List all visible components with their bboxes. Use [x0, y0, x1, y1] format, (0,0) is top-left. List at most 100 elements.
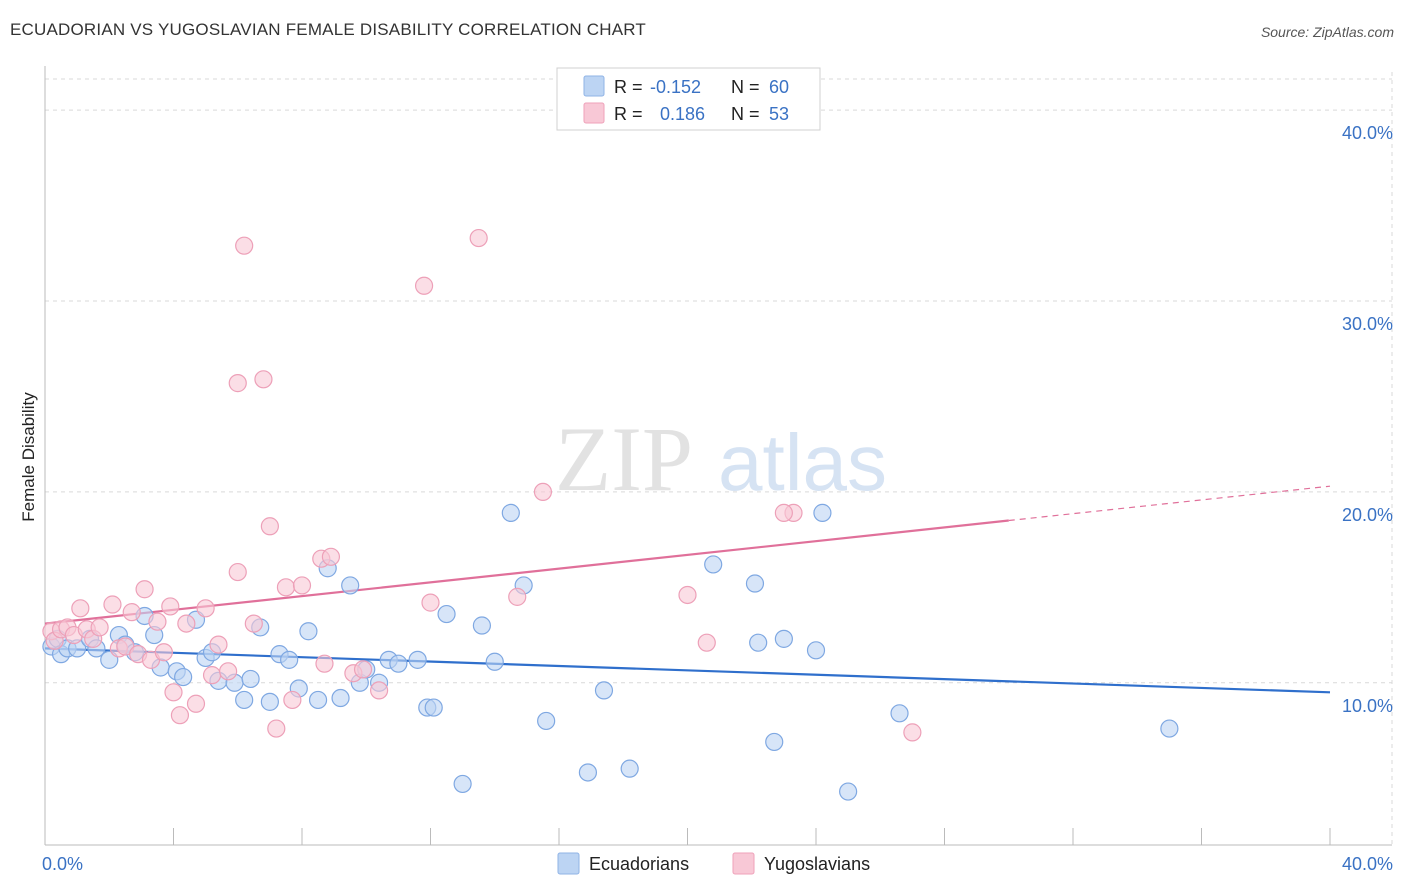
- chart-title: ECUADORIAN VS YUGOSLAVIAN FEMALE DISABIL…: [10, 20, 646, 39]
- legend-r-label: R =: [614, 77, 643, 97]
- legend-r-label: R =: [614, 104, 643, 124]
- legend-swatch-ecuadorians: [583, 75, 605, 97]
- y-tick-labels: 10.0% 20.0% 30.0% 40.0%: [1342, 123, 1393, 716]
- axes: [44, 66, 1392, 846]
- point-yugoslavians: [90, 618, 109, 637]
- point-ecuadorians: [408, 650, 427, 669]
- y-tick-label: 30.0%: [1342, 314, 1393, 334]
- point-ecuadorians: [453, 774, 472, 794]
- point-yugoslavians: [421, 593, 440, 612]
- point-ecuadorians: [578, 763, 598, 782]
- point-yugoslavians: [903, 723, 922, 742]
- point-yugoslavians: [697, 633, 716, 652]
- point-yugoslavians: [186, 694, 206, 713]
- point-yugoslavians: [774, 503, 793, 522]
- point-yugoslavians: [219, 662, 238, 681]
- point-ecuadorians: [241, 669, 260, 689]
- point-ecuadorians: [774, 629, 793, 648]
- point-ecuadorians: [537, 711, 556, 731]
- point-yugoslavians: [533, 482, 553, 502]
- data-points: [42, 228, 1179, 801]
- point-yugoslavians: [122, 603, 141, 622]
- point-yugoslavians: [353, 660, 373, 679]
- point-yugoslavians: [292, 576, 312, 595]
- legend-n-value-yugoslavians: 53: [769, 104, 789, 124]
- y-axis-title: Female Disability: [19, 392, 38, 522]
- y-tick-label: 20.0%: [1342, 505, 1393, 525]
- point-yugoslavians: [283, 690, 302, 710]
- point-yugoslavians: [235, 236, 254, 255]
- legend-r-value-ecuadorians: -0.152: [650, 77, 701, 97]
- point-ecuadorians: [389, 654, 408, 673]
- legend-n-label: N =: [731, 104, 760, 124]
- point-yugoslavians: [170, 706, 190, 725]
- point-yugoslavians: [244, 614, 263, 633]
- point-ecuadorians: [765, 732, 784, 752]
- point-ecuadorians: [501, 503, 520, 522]
- point-ecuadorians: [806, 641, 826, 660]
- point-ecuadorians: [704, 555, 723, 574]
- point-ecuadorians: [280, 650, 299, 669]
- point-yugoslavians: [148, 612, 167, 631]
- point-yugoslavians: [370, 681, 389, 700]
- trend-line-ecuadorians: [44, 647, 1331, 694]
- point-yugoslavians: [228, 562, 247, 582]
- trend-line-yugoslavians: [44, 519, 1009, 625]
- series-legend-swatch-ecuadorians: [557, 852, 580, 875]
- point-ecuadorians: [594, 681, 614, 700]
- point-yugoslavians: [508, 587, 527, 606]
- point-yugoslavians: [135, 580, 154, 599]
- point-yugoslavians: [469, 228, 488, 248]
- watermark: ZIP atlas: [555, 408, 887, 510]
- point-yugoslavians: [260, 517, 279, 536]
- point-yugoslavians: [209, 635, 228, 654]
- point-yugoslavians: [196, 599, 215, 618]
- gridlines: [45, 72, 1393, 845]
- point-ecuadorians: [1160, 719, 1179, 738]
- point-yugoslavians: [254, 370, 273, 389]
- point-ecuadorians: [424, 698, 443, 717]
- point-ecuadorians: [174, 667, 193, 687]
- source-credit: Source: ZipAtlas.com: [1260, 24, 1394, 40]
- point-yugoslavians: [154, 643, 173, 662]
- point-yugoslavians: [678, 585, 697, 605]
- point-ecuadorians: [260, 692, 279, 711]
- y-tick-label: 40.0%: [1342, 123, 1393, 143]
- point-ecuadorians: [839, 782, 858, 801]
- point-ecuadorians: [745, 574, 765, 593]
- x-tick-label-max: 40.0%: [1342, 854, 1393, 874]
- point-ecuadorians: [813, 503, 832, 522]
- x-tick-label-min: 0.0%: [42, 854, 83, 874]
- point-yugoslavians: [267, 719, 286, 738]
- x-tick-labels: 0.0% 40.0%: [42, 854, 1393, 874]
- y-tick-label: 10.0%: [1342, 696, 1393, 716]
- legend-n-label: N =: [731, 77, 760, 97]
- point-ecuadorians: [299, 622, 318, 641]
- point-yugoslavians: [414, 276, 434, 295]
- point-yugoslavians: [321, 547, 341, 566]
- point-yugoslavians: [202, 666, 222, 685]
- point-ecuadorians: [485, 652, 504, 671]
- watermark-atlas: atlas: [718, 418, 887, 507]
- point-ecuadorians: [749, 633, 768, 652]
- series-legend-swatch-yugoslavians: [732, 852, 755, 875]
- point-ecuadorians: [620, 759, 639, 778]
- point-yugoslavians: [161, 597, 180, 616]
- point-ecuadorians: [308, 690, 328, 710]
- series-legend: Ecuadorians Yugoslavians: [557, 852, 870, 875]
- series-legend-label-ecuadorians: Ecuadorians: [589, 854, 689, 874]
- point-ecuadorians: [235, 690, 254, 710]
- point-yugoslavians: [177, 614, 196, 633]
- point-ecuadorians: [341, 576, 360, 595]
- legend-n-value-ecuadorians: 60: [769, 77, 789, 97]
- point-ecuadorians: [437, 604, 456, 624]
- legend-swatch-yugoslavians: [583, 102, 605, 124]
- point-ecuadorians: [472, 616, 491, 635]
- watermark-zip: ZIP: [555, 408, 693, 510]
- point-ecuadorians: [331, 688, 350, 708]
- point-yugoslavians: [164, 683, 183, 702]
- point-yugoslavians: [276, 578, 296, 597]
- point-ecuadorians: [890, 704, 909, 723]
- point-yugoslavians: [315, 654, 334, 673]
